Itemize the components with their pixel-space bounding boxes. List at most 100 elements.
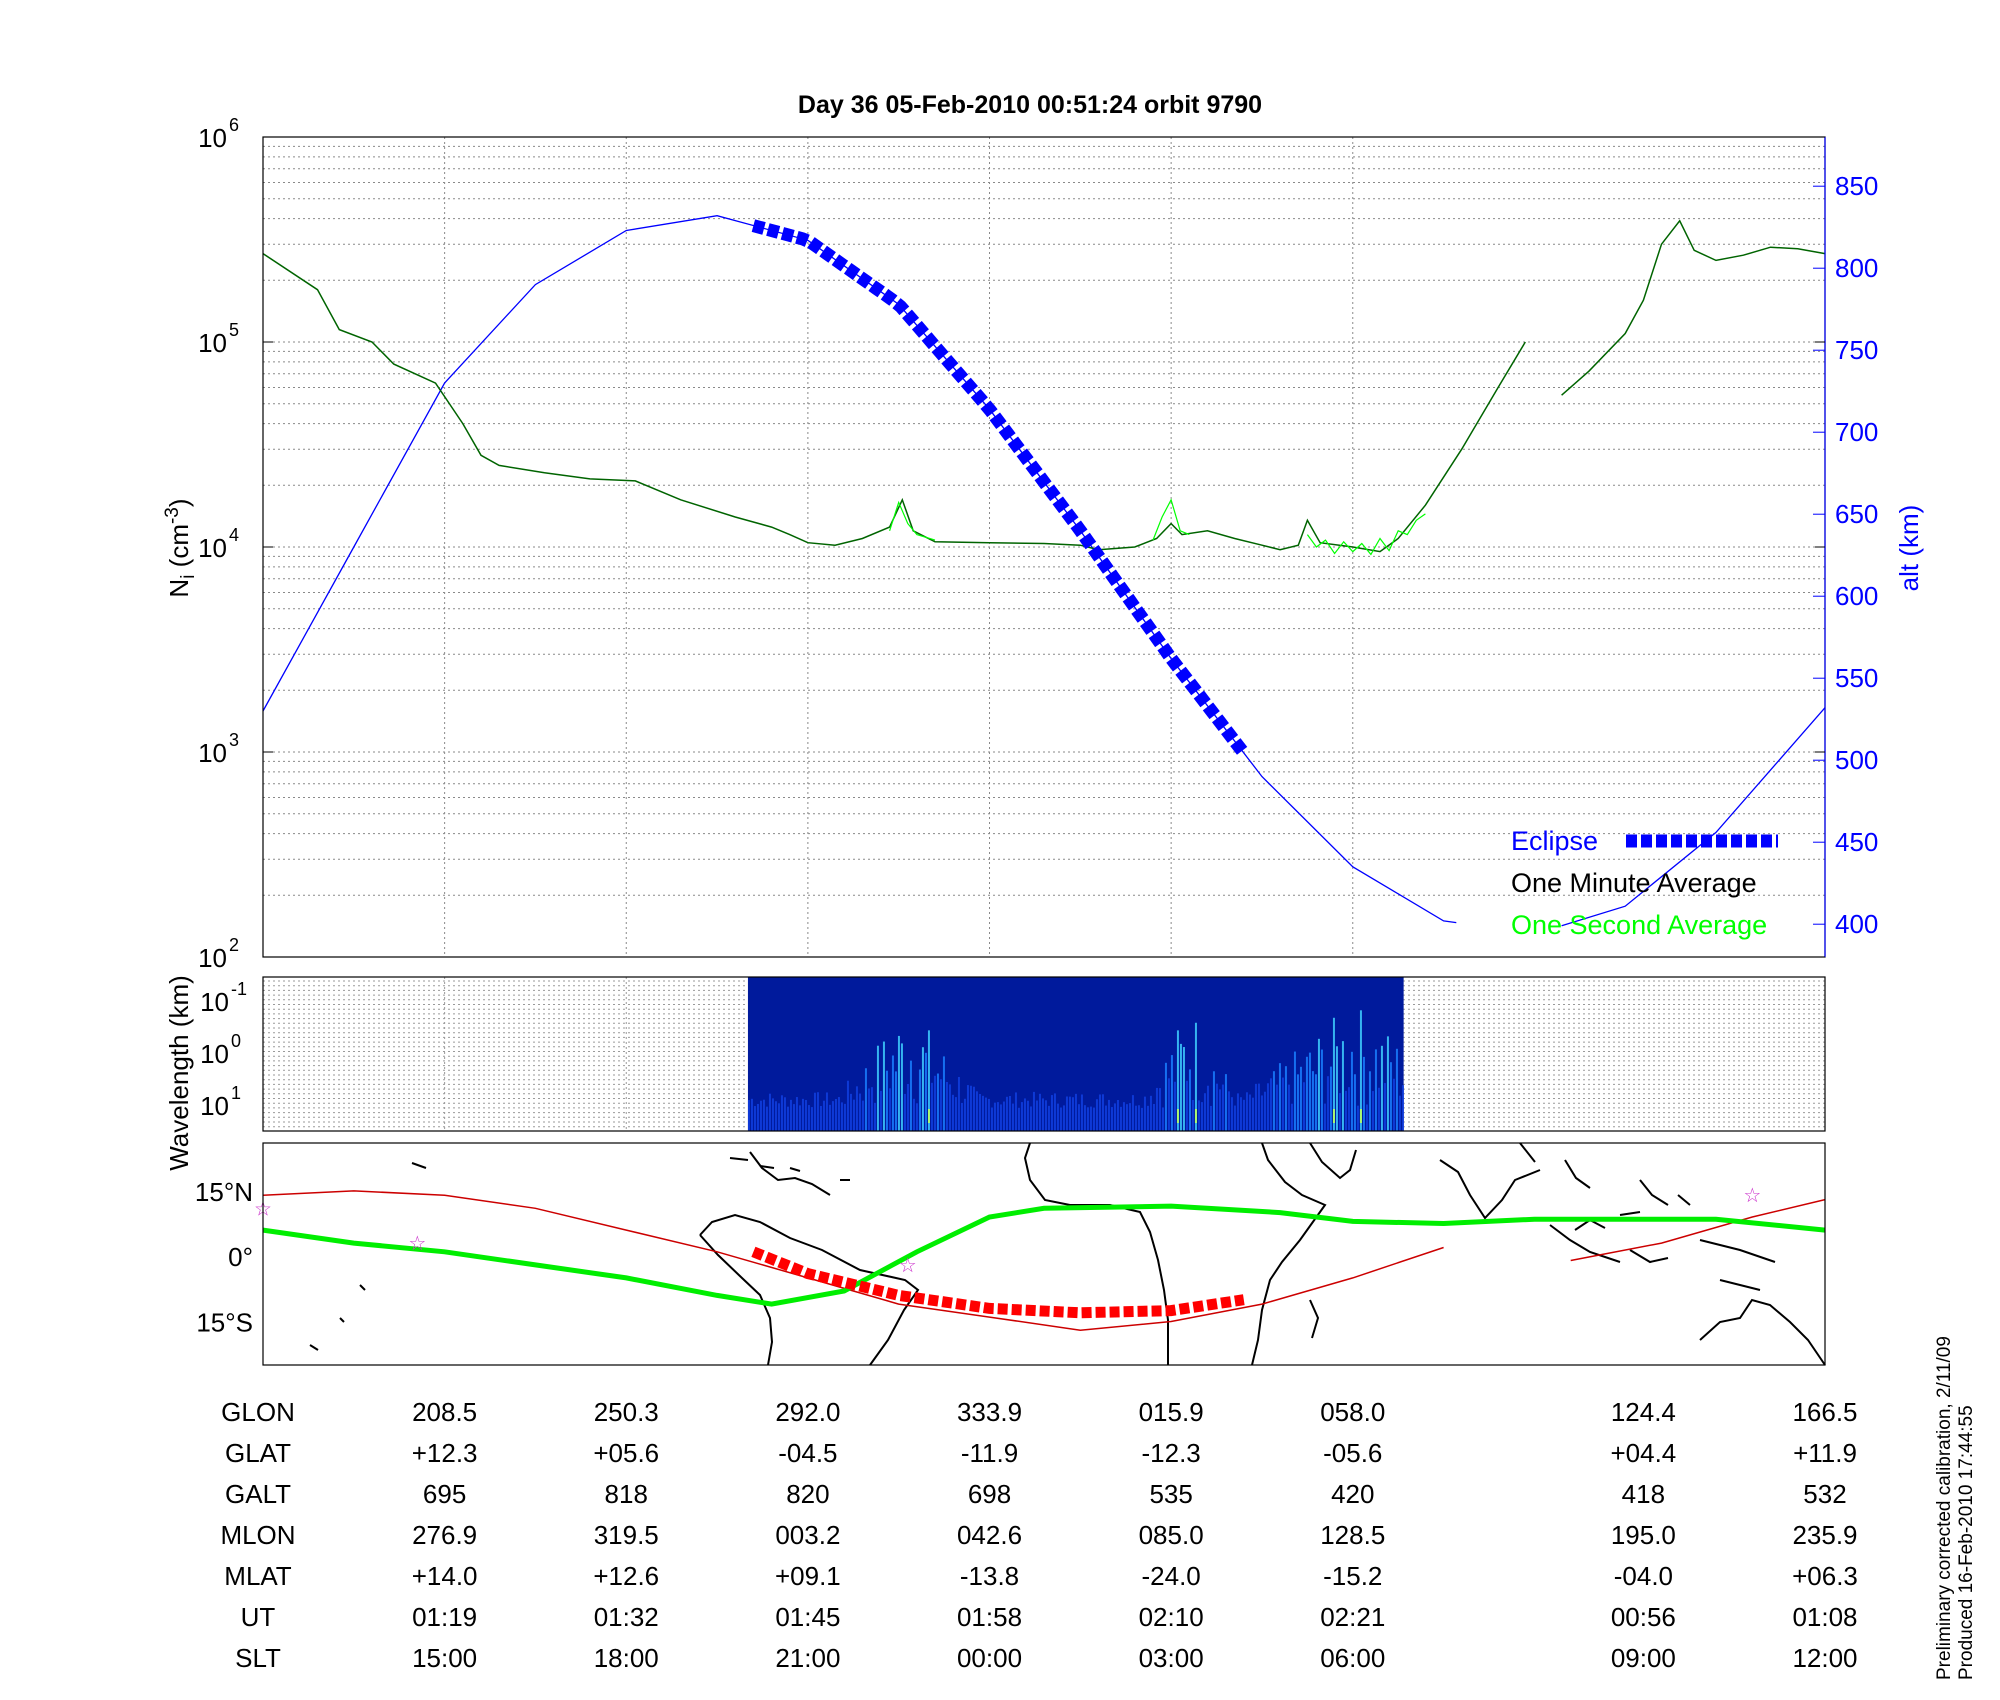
wavelength-y-tick-exponent: 0 [231,1031,241,1051]
spectrogram-streak [1242,1099,1245,1131]
spectrogram-streak [900,1043,903,1131]
spectrogram-streak [897,1035,900,1131]
spectrogram-streak [1260,1095,1263,1131]
spectrogram-streak [1005,1096,1008,1131]
table-cell: +04.4 [1610,1438,1676,1468]
spectrogram-streak [1113,1103,1116,1131]
table-cell: 250.3 [594,1397,659,1427]
density-y-tick-exponent: 4 [229,525,239,545]
ground-track [262,1190,1444,1331]
spectrogram-streak [1221,1084,1224,1131]
spectrogram-streak [1062,1105,1065,1131]
map-lat-tick-label: 15°N [195,1177,253,1207]
spectrogram-streak [1341,1041,1344,1131]
spectrogram-streak [1335,1046,1338,1131]
spectrogram-streak [1305,1056,1308,1131]
spectrogram-streak [870,1087,873,1131]
spectrogram-streak [1368,1071,1371,1131]
spectrogram-streak [975,1091,978,1131]
spectrogram-streak [1134,1105,1137,1131]
spectrogram-streak [747,1099,750,1131]
spectrogram-streak [1149,1095,1152,1131]
spectrogram-streak [996,1102,999,1131]
table-cell: 276.9 [412,1520,477,1550]
spectrogram-streak [1395,1048,1398,1131]
spectrogram-streak [1152,1103,1155,1131]
spectrogram-streak [972,1086,975,1131]
spectrogram-streak [765,1106,768,1131]
spectrogram-streak [1167,1078,1170,1131]
spectrogram-streak [822,1100,825,1131]
spectrogram-streak [1392,1078,1395,1131]
table-cell: 058.0 [1320,1397,1385,1427]
spectrogram-streak [1131,1095,1134,1131]
spectrogram-streak [978,1093,981,1131]
spectrogram-streak [1047,1105,1050,1131]
table-row-label: GLAT [225,1438,291,1468]
spectrogram-streak [879,1090,882,1131]
spectrogram-streak [1374,1049,1377,1131]
table-cell: 235.9 [1792,1520,1857,1550]
spectrogram-streak [1371,1091,1374,1131]
table-cell: 695 [423,1479,466,1509]
spectrogram-streak [1038,1093,1041,1131]
map-lat-tick-label: 0° [228,1242,253,1272]
spectrogram-peak [1332,1109,1335,1123]
altitude-y-label: alt (km) [1894,505,1924,592]
spectrogram-streak [840,1102,843,1131]
star-marker: ☆ [408,1233,426,1255]
spectrogram-streak [1287,1084,1290,1131]
table-cell: 01:58 [957,1602,1022,1632]
spectrogram-streak [1146,1105,1149,1131]
spectrogram-streak [1182,1047,1185,1131]
spectrogram-streak [1080,1094,1083,1131]
spectrogram-streak [1383,1083,1386,1131]
spectrogram-streak [1032,1091,1035,1131]
table-cell: -13.8 [960,1561,1019,1591]
table-cell: 12:00 [1792,1643,1857,1673]
spectrogram-streak [1023,1098,1026,1131]
spectrogram-streak [849,1093,852,1131]
altitude-y-tick-label: 800 [1835,253,1878,283]
spectrogram-streak [981,1095,984,1131]
table-cell: 02:10 [1139,1602,1204,1632]
table-cell: 292.0 [775,1397,840,1427]
table-cell: 820 [786,1479,829,1509]
table-cell: +12.6 [593,1561,659,1591]
spectrogram-streak [1122,1102,1125,1131]
spectrogram-streak [1386,1036,1389,1131]
spectrogram-peak [927,1109,930,1123]
table-cell: 418 [1622,1479,1665,1509]
spectrogram-streak [1398,1095,1401,1131]
spectrogram-streak [1197,1100,1200,1131]
spectrogram-streak [1116,1100,1119,1131]
spectrogram-peak [1194,1109,1197,1123]
density-y-label: Ni (cm-3) [162,498,199,597]
table-cell: 02:21 [1320,1602,1385,1632]
density-minor-grid [263,145,1825,958]
spectrogram-streak [762,1099,765,1131]
altitude-y-tick-label: 600 [1835,581,1878,611]
spectrogram-streak [1326,1076,1329,1131]
altitude-y-tick-label: 500 [1835,745,1878,775]
spectrogram-streak [984,1097,987,1131]
table-cell: 03:00 [1139,1643,1204,1673]
spectrogram-streak [921,1047,924,1131]
spectrogram-streak [912,1098,915,1131]
spectrogram-streak [750,1098,753,1131]
table-cell: +11.9 [1793,1438,1857,1468]
spectrogram-streak [1083,1105,1086,1131]
table-row-label: GLON [221,1397,295,1427]
spectrogram-streak [1257,1083,1260,1131]
spectrogram-streak [1011,1103,1014,1131]
table-cell: -11.9 [961,1438,1018,1468]
spectrogram-streak [858,1093,861,1131]
legend-eclipse-label: Eclipse [1511,826,1598,856]
spectrogram-streak [810,1107,813,1131]
table-cell: 21:00 [775,1643,840,1673]
spectrogram-streak [1191,1099,1194,1131]
table-cell: 015.9 [1139,1397,1204,1427]
map-panel: ☆☆☆☆ 15°N0°15°S [195,1142,1826,1366]
